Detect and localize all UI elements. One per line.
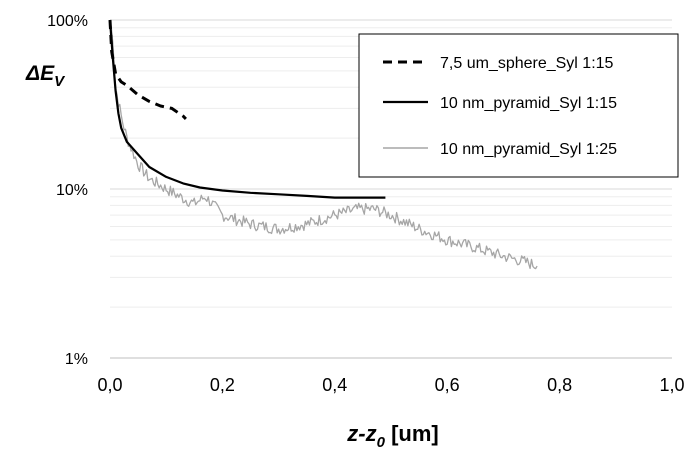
x-tick-label: 0,6 <box>435 375 460 395</box>
series-line-1 <box>108 19 386 199</box>
series-line-0 <box>108 19 187 120</box>
x-tick-label: 0,4 <box>322 375 347 395</box>
series-line-2 <box>109 19 538 270</box>
legend-label-2: 10 nm_pyramid_Syl 1:25 <box>440 141 617 158</box>
x-tick-labels: 0,0 0,2 0,4 0,6 0,8 1,0 <box>97 375 684 395</box>
legend-label-0: 7,5 um_sphere_Syl 1:15 <box>440 55 614 72</box>
x-tick-label: 1,0 <box>659 375 684 395</box>
y-tick-labels: 1% 10% 100% <box>47 13 88 368</box>
series <box>108 19 538 270</box>
x-tick-label: 0,8 <box>547 375 572 395</box>
legend-box <box>358 33 679 178</box>
y-axis-title: ΔEV <box>25 62 66 90</box>
y-tick-label: 100% <box>47 13 88 30</box>
y-tick-label: 1% <box>65 351 88 368</box>
y-tick-label: 10% <box>56 182 88 199</box>
x-tick-label: 0,2 <box>210 375 235 395</box>
legend: 7,5 um_sphere_Syl 1:15 10 nm_pyramid_Syl… <box>358 33 679 178</box>
x-tick-label: 0,0 <box>97 375 122 395</box>
legend-label-1: 10 nm_pyramid_Syl 1:15 <box>440 95 617 112</box>
x-axis-title: z-z0 [um] <box>346 421 438 451</box>
